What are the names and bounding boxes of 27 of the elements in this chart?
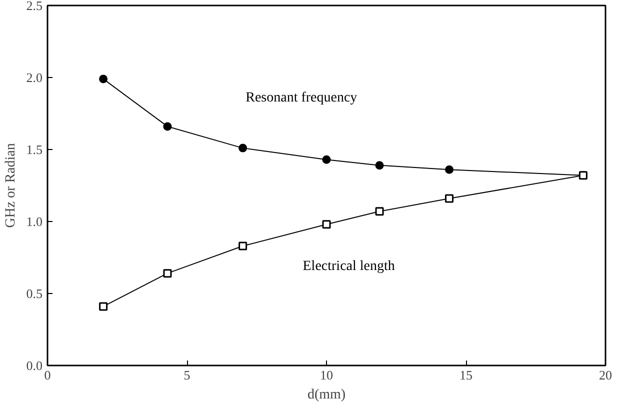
point	[238, 242, 248, 250]
x-tick-label: 20	[599, 368, 612, 382]
y-tick-label: 1.5	[26, 142, 42, 157]
y-tick-label: 2.0	[26, 70, 42, 85]
x-tick-label: 15	[460, 368, 472, 382]
point	[99, 302, 108, 311]
text: Resonant frequency	[246, 90, 358, 106]
point	[375, 161, 384, 170]
point	[445, 165, 454, 174]
y-tick-label: 0.0	[26, 358, 42, 373]
x-tick-label: 10	[320, 368, 333, 382]
point	[322, 155, 331, 164]
y-axis-title: GHz or Radian	[3, 143, 18, 228]
point	[163, 269, 172, 278]
point	[375, 207, 384, 216]
y-tick-label: 1.0	[26, 214, 42, 229]
y-tick-label: 0.5	[26, 286, 42, 301]
y-tick-label: 2.5	[26, 0, 42, 13]
point	[322, 220, 331, 229]
point	[99, 74, 108, 84]
x-axis-title: d(mm)	[307, 388, 346, 402]
x-tick-label: 5	[184, 368, 190, 382]
point	[445, 194, 454, 203]
point	[163, 122, 172, 131]
point	[238, 144, 248, 152]
x-tick-label: 0	[44, 368, 51, 382]
series-label: Electrical length	[302, 258, 395, 274]
